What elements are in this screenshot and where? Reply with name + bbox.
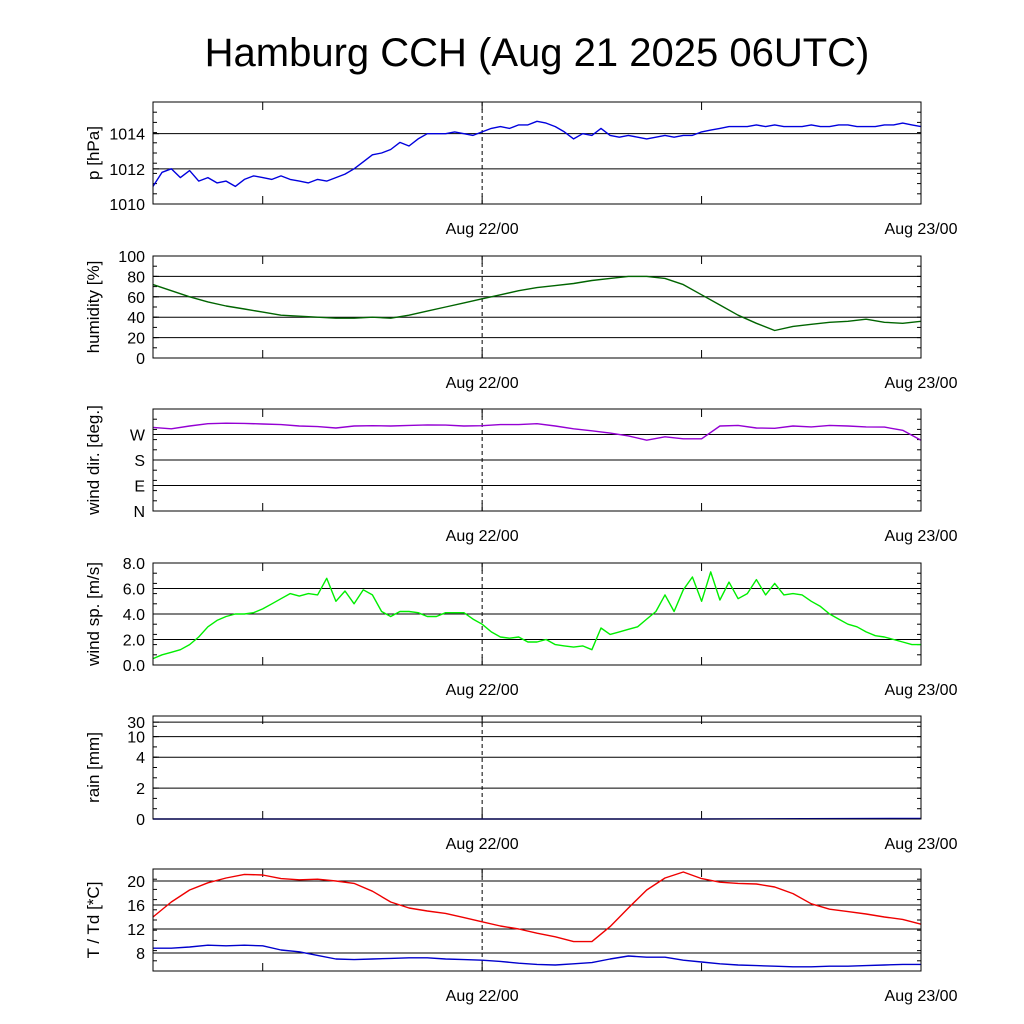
y-axis-label: p [hPa] — [84, 126, 103, 180]
y-tick-label: 8 — [136, 946, 145, 963]
x-tick-label: Aug 23/00 — [885, 682, 958, 699]
y-tick-label: 1010 — [109, 197, 145, 214]
panel-frame — [152, 715, 922, 820]
series-line-1 — [152, 120, 922, 188]
x-tick-label: Aug 22/00 — [446, 682, 519, 699]
series-line-1 — [152, 571, 921, 660]
x-tick-label: Aug 23/00 — [885, 988, 958, 1005]
x-tick-label: Aug 23/00 — [885, 528, 958, 545]
y-tick-label: 4.0 — [123, 607, 145, 624]
y-tick-label: 1014 — [109, 127, 145, 144]
y-axis-label: rain [mm] — [84, 732, 103, 803]
y-tick-label: 8.0 — [123, 556, 145, 573]
x-tick-label: Aug 22/00 — [446, 375, 519, 392]
y-tick-label: 12 — [127, 922, 145, 939]
y-tick-label: 100 — [118, 249, 145, 266]
y-tick-label: 1012 — [109, 162, 145, 179]
y-tick-label: 80 — [127, 269, 145, 286]
series-line-1 — [152, 422, 922, 441]
y-tick-label: 6.0 — [123, 582, 145, 599]
panel-frame — [152, 562, 922, 666]
y-tick-label: N — [133, 504, 145, 521]
panel-frame — [152, 255, 922, 359]
series-line-1 — [152, 871, 922, 943]
panel-4: 0.0 2.0 4.0 6.0 8.0 Aug 22/00 Aug 23/00 wind sp… — [84, 556, 958, 699]
y-tick-label: 60 — [127, 290, 145, 307]
x-tick-label: Aug 22/00 — [446, 221, 519, 238]
series-line-2 — [153, 944, 921, 968]
y-tick-label: 20 — [127, 874, 145, 891]
y-tick-label: 20 — [127, 331, 145, 348]
y-tick-label: 2 — [136, 781, 145, 798]
x-tick-label: Aug 22/00 — [446, 836, 519, 853]
y-tick-label: 0 — [136, 351, 145, 368]
y-axis-label: T / Td [*C] — [84, 882, 103, 959]
panel-frame — [152, 408, 922, 512]
panel-frame — [152, 101, 922, 205]
x-tick-label: Aug 23/00 — [885, 221, 958, 238]
y-tick-label: 4 — [136, 750, 145, 767]
y-tick-label: S — [134, 453, 145, 470]
y-axis-label: humidity [%] — [84, 261, 103, 354]
series-line-1 — [152, 275, 922, 332]
panel-6: 8 12 16 20 Aug 22/00 Aug 23/00 T / Td [*C] — [84, 868, 958, 1005]
y-tick-label: 16 — [127, 898, 145, 915]
y-tick-label: 10 — [127, 730, 145, 747]
x-tick-label: Aug 23/00 — [885, 836, 958, 853]
panel-2: 0 20 40 60 80 100 Aug 22/00 Aug 23/00 humidity [… — [84, 249, 958, 392]
y-axis-label: wind dir. [deg.] — [84, 405, 103, 516]
y-tick-label: 0.0 — [123, 658, 145, 675]
y-tick-label: 30 — [127, 715, 145, 732]
panel-frame — [152, 868, 922, 972]
y-axis-label: wind sp. [m/s] — [84, 562, 103, 667]
x-tick-label: Aug 22/00 — [446, 988, 519, 1005]
x-tick-label: Aug 22/00 — [446, 528, 519, 545]
y-tick-label: 0 — [136, 812, 145, 829]
y-tick-label: W — [130, 428, 146, 445]
y-tick-label: E — [134, 479, 145, 496]
y-tick-label: 40 — [127, 310, 145, 327]
chart-title: Hamburg CCH (Aug 21 2025 06UTC) — [205, 31, 870, 75]
x-tick-label: Aug 23/00 — [885, 375, 958, 392]
y-tick-label: 2.0 — [123, 633, 145, 650]
panel-1: 1010 1012 1014 Aug 22/00 Aug 23/00 p [hPa] — [84, 101, 958, 238]
